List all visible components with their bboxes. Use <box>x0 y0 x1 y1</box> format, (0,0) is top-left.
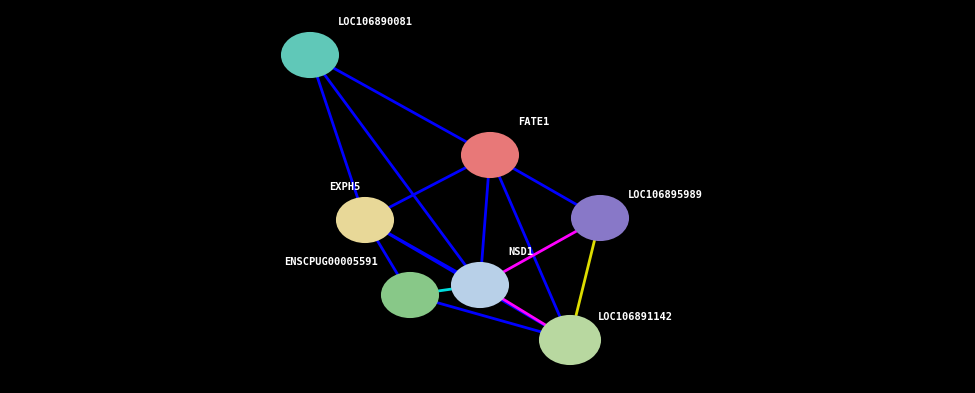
Text: EXPH5: EXPH5 <box>329 182 360 192</box>
Ellipse shape <box>452 263 508 307</box>
Ellipse shape <box>572 196 628 240</box>
Ellipse shape <box>462 133 518 177</box>
Text: LOC106891142: LOC106891142 <box>598 312 673 322</box>
Text: LOC106895989: LOC106895989 <box>628 190 703 200</box>
Ellipse shape <box>382 273 438 317</box>
Ellipse shape <box>540 316 600 364</box>
Text: FATE1: FATE1 <box>518 117 549 127</box>
Text: ENSCPUG00005591: ENSCPUG00005591 <box>285 257 378 267</box>
Text: NSD1: NSD1 <box>508 247 533 257</box>
Ellipse shape <box>282 33 338 77</box>
Ellipse shape <box>337 198 393 242</box>
Text: LOC106890081: LOC106890081 <box>338 17 413 27</box>
